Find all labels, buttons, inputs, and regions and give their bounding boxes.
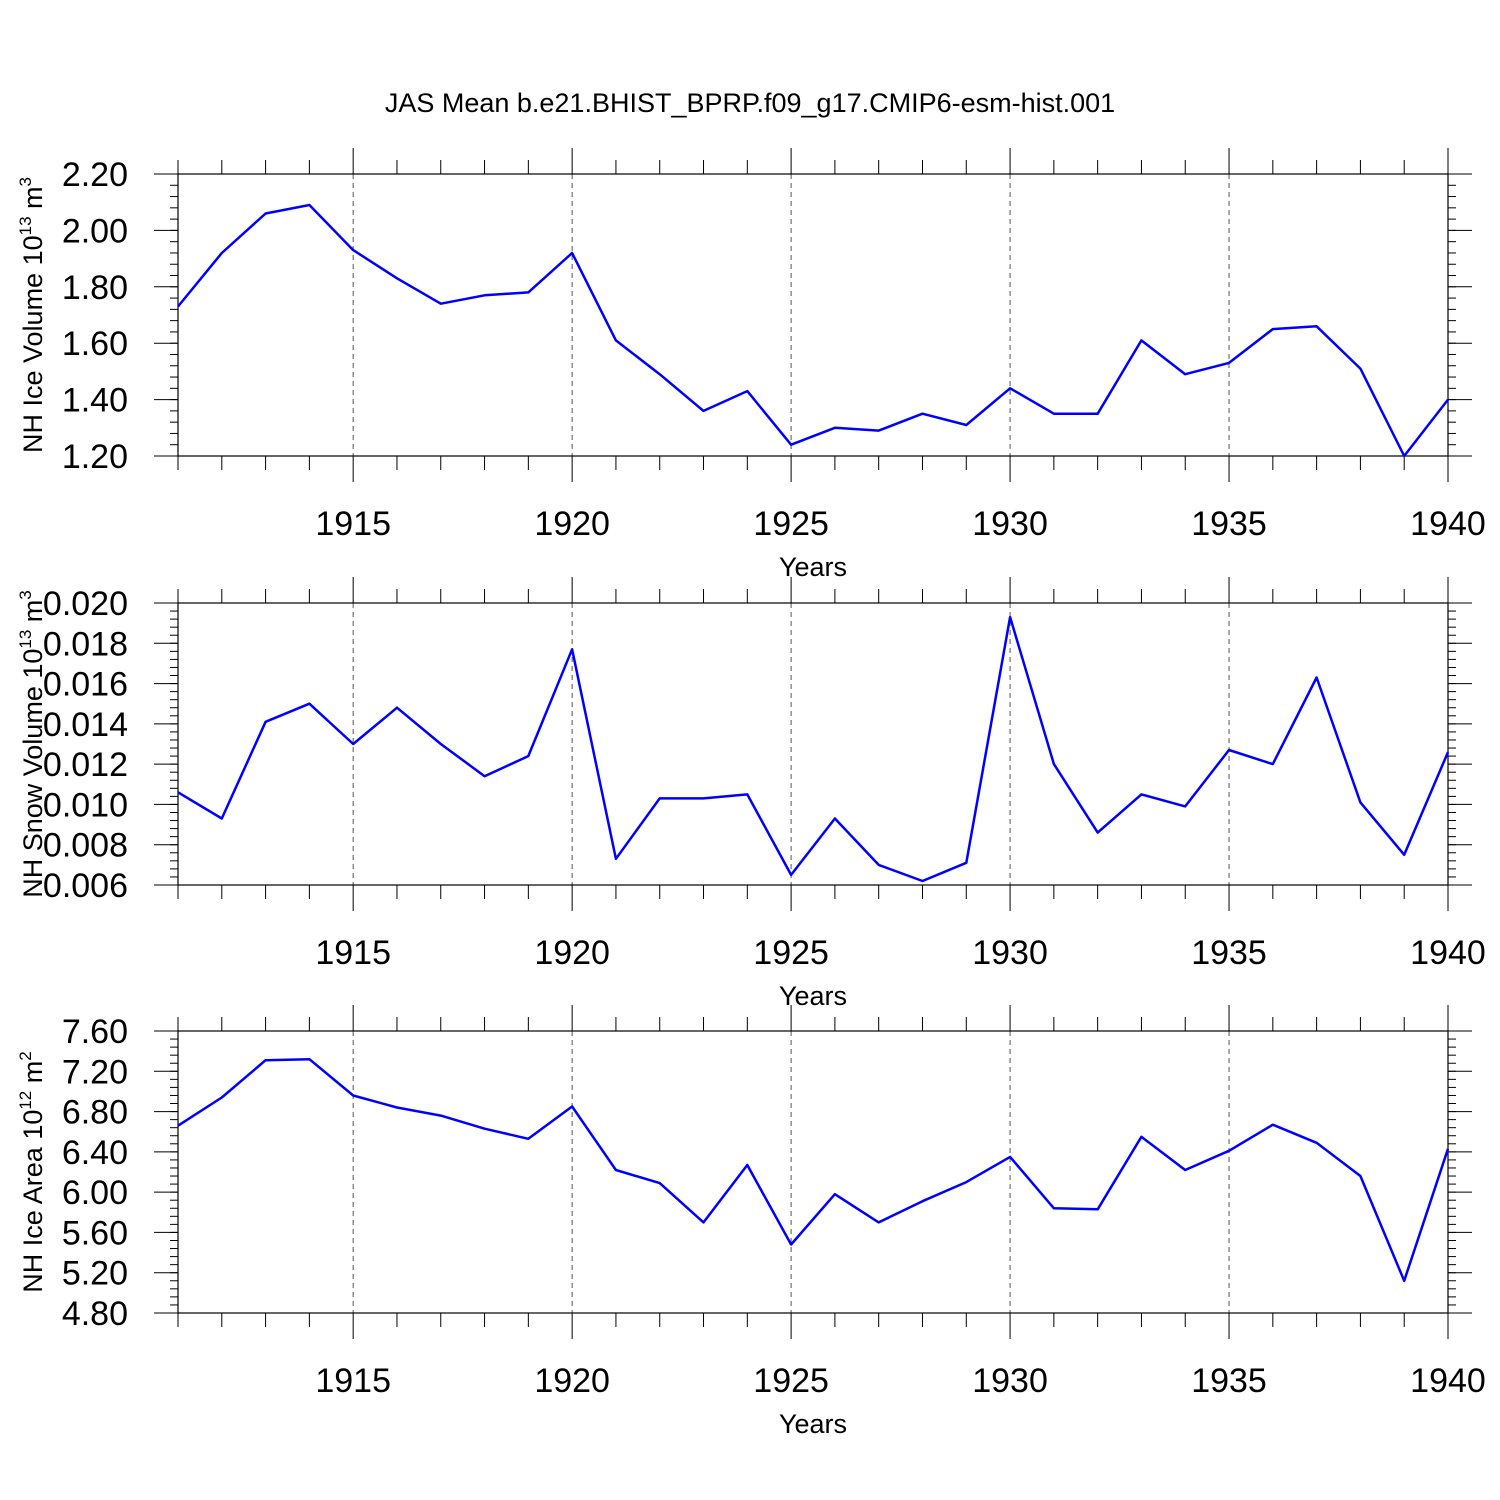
y-tick-label: 2.00: [62, 212, 128, 250]
x-tick-label: 1935: [1191, 1362, 1267, 1400]
ice-volume-panel: 1.20 1.40 1.60 1.80 2.00 2.20 1915 1920 1925 1930…: [16, 148, 1486, 582]
x-tick-label: 1920: [534, 505, 610, 543]
x-axis-title: Years: [779, 552, 847, 582]
y-tick-label: 0.016: [43, 666, 128, 704]
x-tick-label: 1915: [315, 505, 391, 543]
ice-area-panel: 4.805.205.606.006.406.807.207.60 1915 1920…: [16, 1005, 1486, 1439]
plot-frame: [177, 173, 1449, 457]
x-tick-label: 1935: [1191, 505, 1267, 543]
ice-area-series-line: [177, 1057, 1450, 1283]
y-tick-label: 1.40: [62, 382, 128, 420]
x-tick-label: 1930: [972, 934, 1048, 972]
y-tick-label: 5.60: [62, 1214, 128, 1252]
x-tick-label: 1930: [972, 505, 1048, 543]
y-tick-label: 6.00: [62, 1174, 128, 1212]
x-tick-label: 1940: [1410, 1362, 1486, 1400]
x-tick-label: 1940: [1410, 934, 1486, 972]
y-tick-label: 4.80: [62, 1295, 128, 1333]
y-axis-title-unit: m: [18, 1061, 48, 1091]
y-axis-title-main: NH Ice Volume 10: [18, 235, 48, 453]
y-tick-label: 1.80: [62, 269, 128, 307]
x-tick-label: 1930: [972, 1362, 1048, 1400]
x-axis-title: Years: [779, 1409, 847, 1439]
y-axis-title-main: NH Ice Area 10: [18, 1110, 48, 1293]
x-tick-label: 1925: [753, 1362, 829, 1400]
y-axis-title-unit: m: [18, 186, 48, 216]
y-tick-label: 0.008: [43, 827, 128, 865]
x-tick-label: 1935: [1191, 934, 1267, 972]
y-tick-label: 5.20: [62, 1255, 128, 1293]
y-tick-label: 6.40: [62, 1134, 128, 1172]
y-tick-label: 2.20: [62, 156, 128, 194]
y-tick-label: 7.20: [62, 1053, 128, 1091]
plot-frame: [177, 1030, 1449, 1314]
x-tick-label: 1920: [534, 1362, 610, 1400]
ice-volume-series-line: [177, 203, 1449, 458]
y-axis-title-unit: m: [18, 600, 48, 630]
snow-volume-panel: 0.0060.0080.0100.0120.0140.0160.0180.020…: [16, 577, 1486, 1011]
y-axis-title-unit-exponent: 3: [16, 177, 35, 186]
y-axis-title: NH Ice Area 1012 m2: [16, 1051, 48, 1292]
y-axis-title-main: NH Snow Volume 10: [18, 649, 48, 898]
plot-frame: [177, 602, 1449, 886]
y-axis-title-exponent: 13: [16, 630, 35, 649]
y-tick-label: 0.020: [43, 585, 128, 623]
x-tick-label: 1940: [1410, 505, 1486, 543]
figure-title: JAS Mean b.e21.BHIST_BPRP.f09_g17.CMIP6-…: [385, 88, 1115, 118]
y-tick-label: 1.60: [62, 325, 128, 363]
snow-volume-series-line: [177, 615, 1450, 883]
x-tick-label: 1925: [753, 505, 829, 543]
x-axis-title: Years: [779, 981, 847, 1011]
x-tick-label: 1915: [315, 1362, 391, 1400]
y-axis-title: NH Snow Volume 1013 m3: [16, 590, 48, 898]
y-tick-label: 0.014: [43, 706, 128, 744]
y-tick-label: 0.018: [43, 625, 128, 663]
y-axis-title: NH Ice Volume 1013 m3: [16, 177, 48, 453]
y-tick-label: 0.010: [43, 786, 128, 824]
y-tick-label: 7.60: [62, 1013, 128, 1051]
y-axis-title-exponent: 13: [16, 216, 35, 235]
x-tick-label: 1915: [315, 934, 391, 972]
y-tick-label: 1.20: [62, 438, 128, 476]
y-axis-title-unit-exponent: 3: [16, 590, 35, 599]
y-tick-label: 0.006: [43, 867, 128, 905]
x-tick-label: 1925: [753, 934, 829, 972]
y-axis-title-exponent: 12: [16, 1091, 35, 1110]
x-tick-label: 1920: [534, 934, 610, 972]
y-tick-label: 0.012: [43, 746, 128, 784]
y-tick-label: 6.80: [62, 1094, 128, 1132]
y-axis-title-unit-exponent: 2: [16, 1051, 35, 1060]
